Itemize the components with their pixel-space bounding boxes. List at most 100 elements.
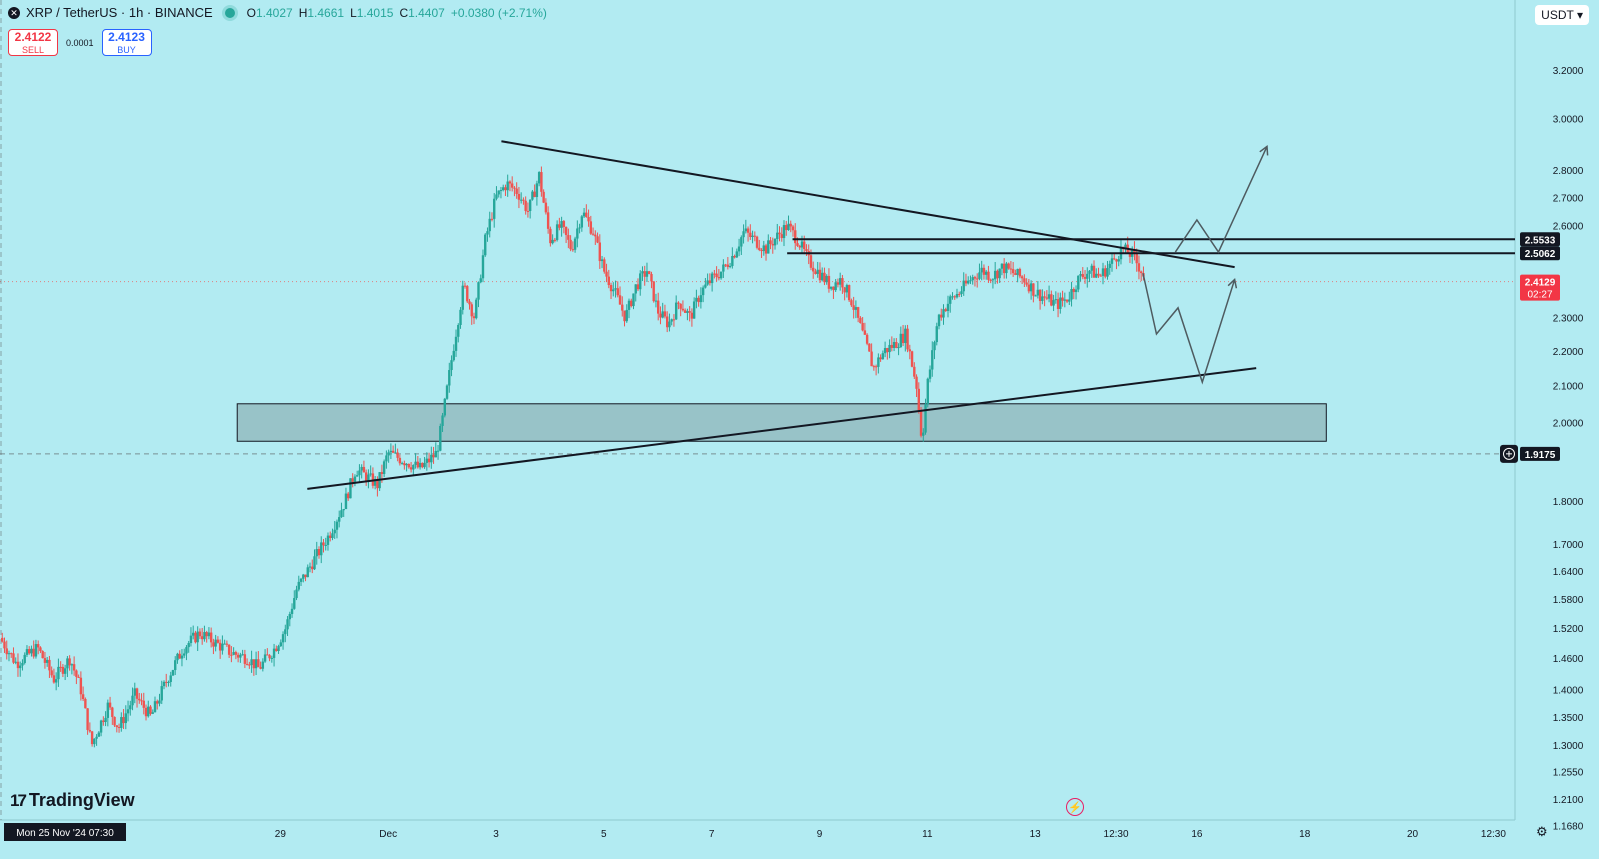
candle	[104, 717, 107, 723]
candle	[987, 271, 990, 280]
candle	[558, 224, 561, 228]
candle	[138, 698, 141, 701]
candle	[1088, 270, 1091, 274]
candle	[479, 278, 482, 283]
y-tick-label: 1.4000	[1553, 686, 1584, 697]
buy-button[interactable]: 2.4123 BUY	[101, 29, 152, 56]
candle	[1052, 300, 1055, 306]
candle	[609, 285, 613, 292]
candle	[850, 300, 853, 306]
candle	[825, 275, 828, 283]
candle	[877, 357, 880, 367]
candle	[659, 313, 662, 318]
candle	[713, 273, 716, 275]
candle	[589, 221, 593, 234]
candle	[614, 288, 617, 290]
candle	[459, 309, 462, 325]
candle	[897, 347, 900, 349]
y-tick-label: 1.5200	[1553, 624, 1584, 635]
candle	[657, 300, 660, 314]
candle	[838, 278, 842, 285]
candle	[874, 366, 878, 368]
candle	[519, 199, 523, 201]
candle	[1041, 296, 1044, 301]
candle	[111, 707, 114, 717]
candle	[230, 654, 233, 656]
price-label: 2.4129	[1525, 278, 1556, 289]
lightning-icon[interactable]: ⚡	[1066, 798, 1084, 816]
candle	[340, 510, 343, 518]
candle	[922, 432, 925, 436]
candle	[643, 271, 646, 277]
candle	[728, 265, 732, 267]
candle	[580, 216, 584, 228]
sell-button[interactable]: 2.4122 SELL	[8, 29, 58, 56]
candle	[25, 649, 29, 655]
candle	[77, 676, 80, 678]
candle	[809, 255, 813, 268]
y-tick-label: 1.7000	[1553, 540, 1584, 551]
ohlc-item: C1.4407	[399, 5, 445, 20]
symbol-title[interactable]: XRP / TetherUS · 1h · BINANCE	[26, 5, 213, 20]
candle	[1104, 268, 1107, 277]
tradingview-logo[interactable]: 17 TradingView	[10, 790, 135, 811]
candle	[888, 344, 891, 353]
candle	[794, 230, 797, 244]
candle	[668, 321, 671, 328]
candle	[499, 190, 503, 192]
candle	[1009, 268, 1013, 270]
candle	[162, 681, 166, 687]
candle	[744, 228, 748, 232]
currency-selector[interactable]: USDT ▾	[1535, 5, 1589, 25]
candle	[203, 632, 206, 640]
candle	[944, 309, 947, 312]
candle	[207, 632, 211, 637]
candle	[434, 450, 438, 458]
candle	[1068, 299, 1071, 302]
candle	[412, 464, 415, 470]
gear-icon[interactable]: ⚙	[1536, 824, 1548, 839]
candle	[796, 243, 799, 246]
candle	[861, 322, 864, 331]
candle	[724, 264, 727, 266]
candle	[108, 702, 112, 708]
candle	[490, 218, 494, 220]
ohlc-item: +0.0380 (+2.71%)	[450, 5, 547, 20]
candle	[502, 187, 505, 191]
candle	[167, 681, 170, 683]
candle	[800, 241, 804, 248]
candle	[890, 344, 894, 348]
candle	[976, 278, 979, 280]
candle	[1137, 263, 1141, 272]
candle	[120, 717, 123, 728]
candle	[746, 228, 750, 233]
candle	[623, 310, 626, 322]
candle	[710, 273, 714, 284]
candle	[742, 231, 745, 238]
candle	[284, 629, 287, 635]
candle	[436, 450, 440, 452]
candle	[299, 578, 303, 582]
candle	[165, 681, 168, 683]
candle	[803, 241, 806, 250]
candle	[270, 657, 274, 659]
candle	[591, 233, 595, 235]
candle	[382, 461, 386, 474]
candle	[286, 619, 289, 630]
candle	[820, 272, 824, 281]
y-tick-label: 2.8000	[1553, 166, 1584, 177]
candle	[578, 227, 581, 229]
candle	[886, 348, 889, 353]
y-tick-label: 1.2100	[1553, 795, 1584, 806]
candle	[1097, 273, 1100, 276]
candle	[993, 270, 997, 280]
candle	[68, 658, 71, 666]
candle	[1128, 253, 1132, 257]
candle	[773, 238, 777, 246]
candle	[836, 282, 840, 285]
candle	[266, 654, 269, 656]
candle	[899, 333, 903, 348]
candle	[686, 311, 689, 313]
candle	[349, 478, 352, 499]
